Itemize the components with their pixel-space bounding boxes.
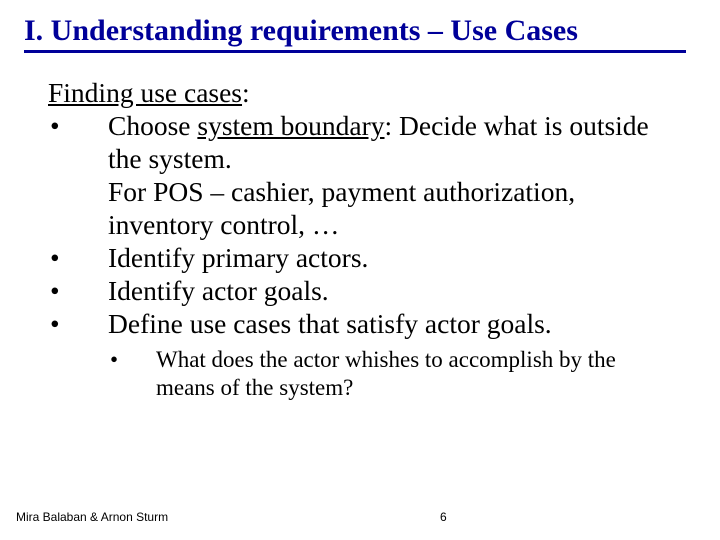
bullet-list-level1: • Choose system boundary: Decide what is… <box>48 109 696 340</box>
list-item-text: Identify primary actors. <box>108 241 696 274</box>
heading-underlined: Finding use cases <box>48 77 242 108</box>
section-heading: Finding use cases: <box>48 77 696 109</box>
list-item: • Identify primary actors. <box>48 241 696 274</box>
bullet-marker: • <box>110 346 156 402</box>
title-underline <box>24 50 686 53</box>
list-item: • What does the actor whishes to accompl… <box>110 346 696 402</box>
content-area: Finding use cases: • Choose system bound… <box>48 77 696 402</box>
item-continuation: For POS – cashier, payment authorization… <box>108 176 575 240</box>
page-number: 6 <box>440 510 447 524</box>
list-item: • Choose system boundary: Decide what is… <box>48 109 696 241</box>
footer-authors: Mira Balaban & Arnon Sturm <box>16 510 168 524</box>
bullet-list-level2: • What does the actor whishes to accompl… <box>110 346 696 402</box>
item-underlined: system boundary <box>197 110 384 141</box>
bullet-marker: • <box>48 109 108 241</box>
bullet-marker: • <box>48 307 108 340</box>
list-item-text: What does the actor whishes to accomplis… <box>156 346 696 402</box>
slide: I. Understanding requirements – Use Case… <box>0 0 720 540</box>
item-prefix: Choose <box>108 110 197 141</box>
heading-suffix: : <box>242 77 250 108</box>
list-item-text: Define use cases that satisfy actor goal… <box>108 307 696 340</box>
list-item: • Define use cases that satisfy actor go… <box>48 307 696 340</box>
page-title: I. Understanding requirements – Use Case… <box>24 14 696 48</box>
list-item: • Identify actor goals. <box>48 274 696 307</box>
bullet-marker: • <box>48 274 108 307</box>
list-item-text: Identify actor goals. <box>108 274 696 307</box>
bullet-marker: • <box>48 241 108 274</box>
list-item-text: Choose system boundary: Decide what is o… <box>108 109 696 241</box>
